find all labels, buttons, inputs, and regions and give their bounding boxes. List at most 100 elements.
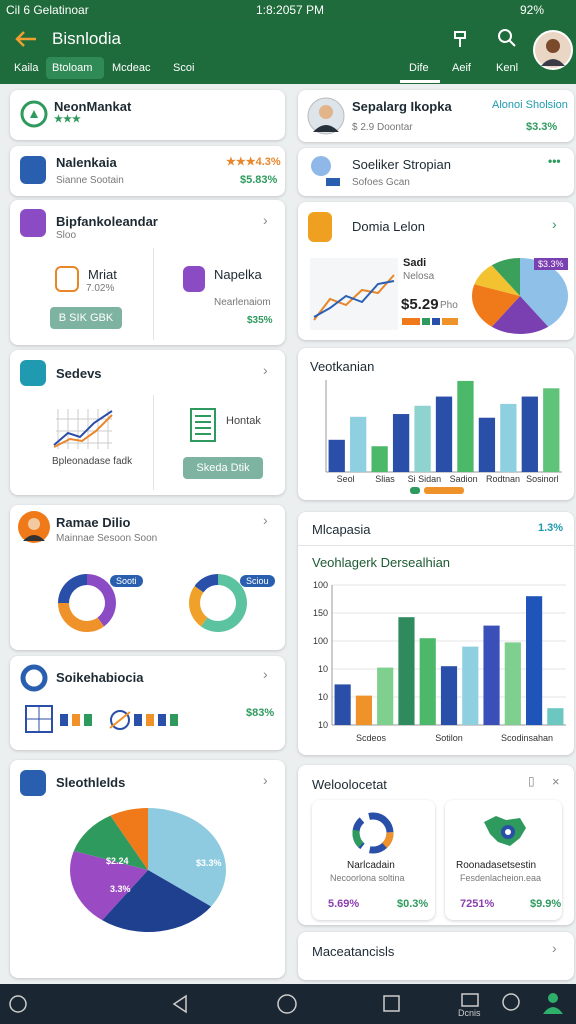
shape [28,518,40,530]
button[interactable]: B SIK GBK [50,307,122,329]
shape [311,156,331,176]
bar [334,684,351,725]
pie-slice [148,808,226,907]
status-time: 1:8:2057 PM [256,3,325,17]
status-bar [0,0,576,20]
icon [55,266,79,292]
shape [548,993,558,1003]
pin-icon[interactable] [452,30,470,48]
tab[interactable]: Scoi [173,62,195,74]
shape [170,714,178,726]
bar [328,439,345,472]
icon [20,360,46,386]
subcard [312,800,435,920]
shape [546,39,560,53]
icon [311,156,340,186]
divider [153,248,154,340]
y-tick-label: 150 [313,608,328,618]
label: ★★★4.3% [226,156,281,168]
shape [195,415,211,435]
more-dots: ••• [548,154,561,168]
tab[interactable]: Kaila [14,62,39,74]
avatar [307,97,345,135]
bar [414,405,431,472]
shape [72,714,80,726]
button[interactable]: Skeda Dtik [183,457,263,479]
tab[interactable]: Btoloam [52,62,93,74]
tab[interactable]: Dife [409,62,429,74]
shape [502,993,520,1011]
shape [20,664,48,692]
shape[interactable] [383,995,400,1012]
label: Maceatancisls [312,944,395,959]
shape [454,31,466,47]
label: 7251% [460,898,495,910]
legend-chips [410,487,464,494]
pie-slice [491,258,520,296]
label: $5.83% [240,174,278,186]
app-title: Bisnlodia [52,29,121,48]
label: Mainnae Sesoon Soon [56,533,158,544]
label: $35% [247,315,273,326]
bar [371,446,388,472]
bar [521,396,538,472]
back-icon[interactable] [14,30,38,48]
pie-slice [58,574,87,603]
pie-slice [102,870,212,932]
pie-slice [87,574,116,627]
label: Necoorlona soltina [330,873,405,883]
search-icon[interactable] [498,29,516,47]
shape [498,29,512,43]
shape [158,714,166,726]
shape [352,812,394,854]
icon [484,816,526,846]
avatar[interactable] [533,30,573,70]
shape [53,410,113,446]
bar [483,625,500,725]
bar [462,646,479,725]
bar [526,596,543,725]
chevron: › [552,940,557,956]
doc-icon [190,408,216,442]
bar [392,414,410,472]
bar [440,666,458,725]
label: Sloo [56,230,77,241]
nav-bar [0,984,576,1024]
label: Sianne Sootain [56,175,124,186]
label: ★★★ [54,114,81,125]
shape[interactable] [277,994,297,1014]
tab[interactable]: Kenl [496,62,519,74]
label: Sofoes Gcan [352,177,410,188]
label: Soikehabiocia [56,670,144,685]
x-tick-label: Scodinsahan [501,733,553,743]
bar [478,417,496,472]
pie-slice [73,815,148,870]
pie-slice [110,808,148,870]
tag: Sooti [110,575,143,587]
divider [298,545,574,546]
close-icon[interactable]: × [552,774,560,789]
shape[interactable] [172,994,187,1014]
y-tick-label: 10 [318,692,328,702]
shape [319,105,333,119]
card [10,146,285,196]
label: Mlcapasia [312,522,371,537]
label: Mriat [88,267,117,282]
card [298,148,574,196]
tag: $3.3% [534,258,568,270]
label: Ramae Dilio [56,515,131,530]
bar-chart: 100 150 100 10 10 10 Scdeos Sotilon Scodinsahan [313,580,566,743]
tab[interactable]: Aeif [452,62,471,74]
x-tick-label: Scdeos [356,733,387,743]
shape [110,710,130,730]
shape [109,711,131,729]
tab[interactable]: Mcdeac [112,62,151,74]
pie-label: 3.3% [110,884,131,894]
bar [504,642,521,725]
pie-slice [472,284,520,327]
pie-chart: $2.24 $3.3% 3.3% [70,808,226,932]
bar [457,380,474,472]
bar [435,396,453,472]
shape [326,178,340,186]
label: Sepalarg Ikopka [352,99,452,114]
